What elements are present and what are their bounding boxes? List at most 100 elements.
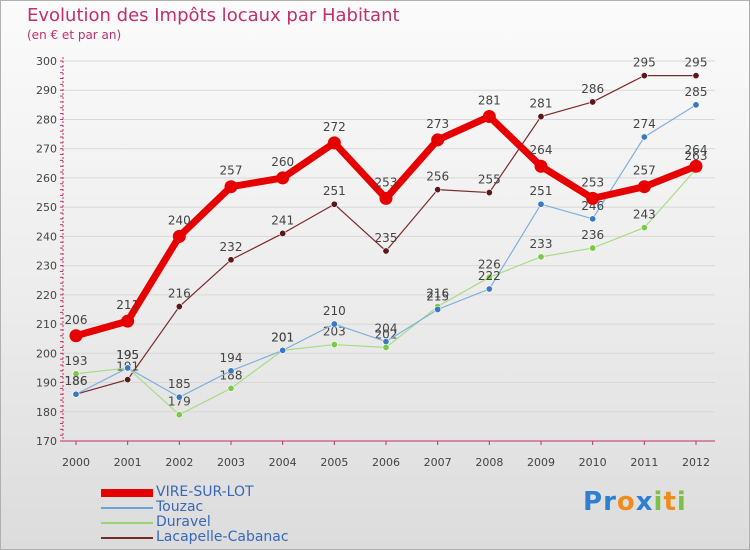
data-label-touzac: 201 (271, 330, 294, 344)
data-point-vire-sur-lot (534, 159, 548, 173)
data-label-duravel: 193 (65, 354, 88, 368)
data-label-duravel: 179 (168, 395, 191, 409)
y-tick-label: 210 (36, 318, 57, 331)
data-point-touzac (227, 367, 235, 375)
legend-item: Lacapelle-Cabanac (101, 530, 289, 545)
data-label-lacapelle-cabanac: 255 (478, 173, 501, 187)
legend-swatch (101, 521, 153, 524)
data-label-touzac: 274 (633, 117, 656, 131)
data-point-vire-sur-lot (482, 110, 496, 124)
y-tick-label: 270 (36, 143, 57, 156)
data-point-lacapelle-cabanac (537, 113, 545, 121)
x-tick-label: 2011 (630, 456, 658, 469)
data-point-touzac (589, 215, 597, 223)
data-point-touzac (175, 393, 183, 401)
x-tick-label: 2007 (424, 456, 452, 469)
data-label-lacapelle-cabanac: 295 (633, 56, 656, 70)
data-label-duravel: 226 (478, 257, 501, 271)
data-label-touzac: 185 (168, 377, 191, 391)
data-label-vire-sur-lot: 211 (116, 298, 139, 312)
legend-label: VIRE-SUR-LOT (156, 484, 254, 500)
data-label-touzac: 285 (685, 85, 708, 99)
x-tick-label: 2010 (579, 456, 607, 469)
data-point-lacapelle-cabanac (330, 200, 338, 208)
data-point-touzac (434, 305, 442, 313)
legend-swatch (101, 506, 153, 509)
data-point-vire-sur-lot (224, 180, 238, 194)
data-label-lacapelle-cabanac: 251 (323, 184, 346, 198)
data-point-duravel (382, 343, 390, 351)
data-point-vire-sur-lot (637, 180, 651, 194)
data-label-duravel: 195 (116, 348, 139, 362)
data-label-vire-sur-lot: 253 (375, 175, 398, 189)
data-point-touzac (382, 338, 390, 346)
data-point-vire-sur-lot (586, 191, 600, 205)
brand-letter: P (583, 487, 604, 517)
x-tick-label: 2003 (217, 456, 245, 469)
data-point-vire-sur-lot (172, 229, 186, 243)
data-label-touzac: 251 (530, 184, 553, 198)
data-point-lacapelle-cabanac (227, 256, 235, 264)
data-label-duravel: 203 (323, 325, 346, 339)
x-tick-label: 2005 (320, 456, 348, 469)
x-tick-label: 2006 (372, 456, 400, 469)
data-point-lacapelle-cabanac (692, 72, 700, 80)
data-point-lacapelle-cabanac (124, 376, 132, 384)
data-point-duravel (640, 224, 648, 232)
data-point-duravel (227, 384, 235, 392)
data-point-vire-sur-lot (69, 329, 83, 343)
data-label-vire-sur-lot: 272 (323, 120, 346, 134)
data-point-vire-sur-lot (431, 133, 445, 147)
data-label-duravel: 243 (633, 208, 656, 222)
data-label-duravel: 188 (220, 368, 243, 382)
x-tick-label: 2002 (165, 456, 193, 469)
legend-label: Duravel (156, 514, 211, 530)
data-label-lacapelle-cabanac: 281 (530, 97, 553, 111)
data-label-lacapelle-cabanac: 186 (65, 374, 88, 388)
x-tick-label: 2000 (62, 456, 90, 469)
data-point-duravel (537, 253, 545, 261)
legend-swatch (101, 536, 153, 539)
data-label-vire-sur-lot: 257 (220, 164, 243, 178)
data-point-lacapelle-cabanac (589, 98, 597, 106)
y-tick-label: 280 (36, 113, 57, 126)
y-tick-label: 190 (36, 377, 57, 390)
x-tick-label: 2012 (682, 456, 710, 469)
data-point-vire-sur-lot (689, 159, 703, 173)
data-label-touzac: 222 (478, 269, 501, 283)
y-tick-label: 240 (36, 230, 57, 243)
x-tick-label: 2009 (527, 456, 555, 469)
brand-letter: t (663, 487, 677, 517)
brand-letter: r (603, 487, 617, 517)
data-label-vire-sur-lot: 264 (685, 143, 708, 157)
data-label-duravel: 233 (530, 237, 553, 251)
chart-title: Evolution des Impôts locaux par Habitant (27, 5, 400, 26)
data-point-lacapelle-cabanac (485, 189, 493, 197)
data-point-duravel (72, 370, 80, 378)
data-label-lacapelle-cabanac: 256 (426, 170, 449, 184)
data-label-touzac: 215 (426, 289, 449, 303)
brand-letter: o (616, 487, 636, 517)
data-label-duravel: 201 (271, 330, 294, 344)
data-point-touzac (640, 133, 648, 141)
data-label-lacapelle-cabanac: 295 (685, 56, 708, 70)
data-point-lacapelle-cabanac (382, 247, 390, 255)
data-point-duravel (589, 244, 597, 252)
data-point-duravel (330, 341, 338, 349)
data-label-duravel: 216 (426, 287, 449, 301)
data-label-vire-sur-lot: 264 (530, 143, 553, 157)
legend-item: Duravel (101, 515, 289, 530)
data-label-lacapelle-cabanac: 241 (271, 213, 294, 227)
data-point-lacapelle-cabanac (175, 303, 183, 311)
brand-letter: i (653, 487, 664, 517)
data-label-vire-sur-lot: 273 (426, 117, 449, 131)
brand-letter: x (635, 487, 654, 517)
brand-letter: i (676, 487, 687, 517)
data-label-touzac: 194 (220, 351, 243, 365)
legend-label: Lacapelle-Cabanac (156, 529, 289, 545)
data-label-vire-sur-lot: 281 (478, 94, 501, 108)
data-point-lacapelle-cabanac (434, 186, 442, 194)
legend-swatch (101, 488, 153, 497)
data-point-touzac (537, 200, 545, 208)
